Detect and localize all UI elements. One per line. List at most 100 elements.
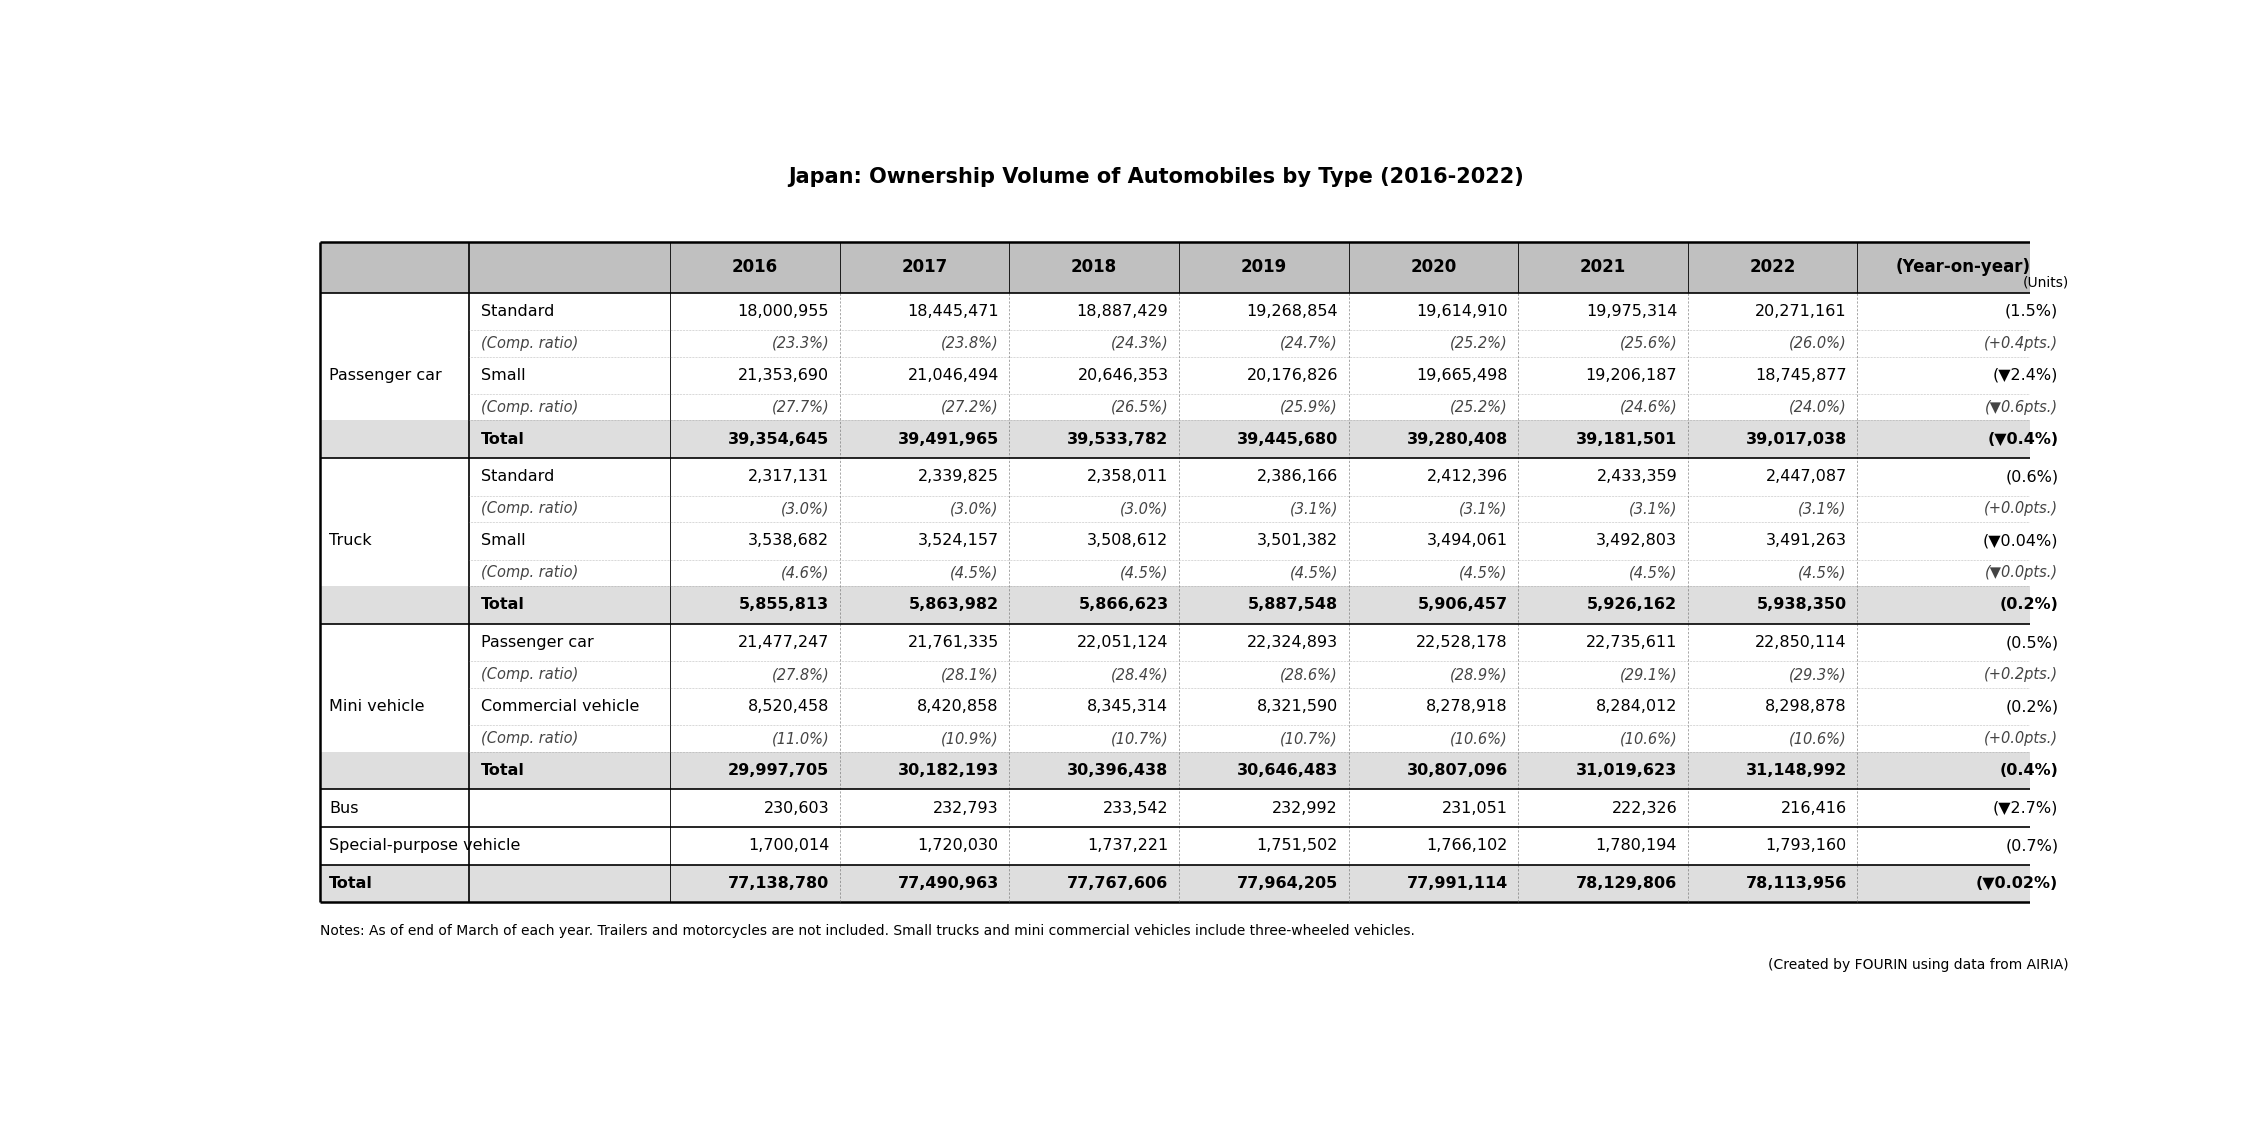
Text: 3,491,263: 3,491,263 (1766, 534, 1848, 549)
Text: 30,807,096: 30,807,096 (1405, 764, 1507, 778)
Text: 22,324,893: 22,324,893 (1248, 635, 1338, 650)
Text: 19,614,910: 19,614,910 (1417, 304, 1507, 319)
Text: 2018: 2018 (1072, 258, 1117, 277)
Text: (10.6%): (10.6%) (1451, 731, 1507, 747)
Text: 31,019,623: 31,019,623 (1577, 764, 1676, 778)
Text: (Created by FOURIN using data from AIRIA): (Created by FOURIN using data from AIRIA… (1769, 957, 2069, 972)
Text: 233,542: 233,542 (1103, 801, 1169, 816)
Text: (3.1%): (3.1%) (1798, 502, 1848, 517)
Text: 1,737,221: 1,737,221 (1087, 839, 1169, 854)
Text: Small: Small (481, 368, 526, 382)
Text: (27.2%): (27.2%) (941, 399, 999, 415)
Text: 1,720,030: 1,720,030 (918, 839, 999, 854)
Text: 3,492,803: 3,492,803 (1597, 534, 1676, 549)
Text: 77,991,114: 77,991,114 (1405, 876, 1507, 891)
Text: 31,148,992: 31,148,992 (1746, 764, 1848, 778)
Text: (25.2%): (25.2%) (1451, 399, 1507, 415)
Text: (10.7%): (10.7%) (1281, 731, 1338, 747)
Text: 18,887,429: 18,887,429 (1076, 304, 1169, 319)
Text: 216,416: 216,416 (1780, 801, 1848, 816)
Bar (320, 241, 2069, 292)
Text: 230,603: 230,603 (763, 801, 830, 816)
Text: 21,353,690: 21,353,690 (738, 368, 830, 382)
Text: (25.2%): (25.2%) (1451, 336, 1507, 351)
Text: (23.3%): (23.3%) (772, 336, 830, 351)
Text: Bus: Bus (329, 801, 359, 816)
Text: 29,997,705: 29,997,705 (729, 764, 830, 778)
Text: 5,863,982: 5,863,982 (909, 597, 999, 612)
Text: 3,524,157: 3,524,157 (918, 534, 999, 549)
Text: 232,793: 232,793 (934, 801, 999, 816)
Text: (Comp. ratio): (Comp. ratio) (481, 502, 580, 517)
Text: (▼0.0pts.): (▼0.0pts.) (1985, 566, 2057, 580)
Text: 39,491,965: 39,491,965 (898, 431, 999, 447)
Text: (24.6%): (24.6%) (1620, 399, 1676, 415)
Text: 20,271,161: 20,271,161 (1755, 304, 1848, 319)
Text: (29.3%): (29.3%) (1789, 667, 1848, 682)
Text: (24.3%): (24.3%) (1110, 336, 1169, 351)
Text: Total: Total (329, 876, 372, 891)
Text: Total: Total (481, 764, 526, 778)
Text: (26.5%): (26.5%) (1110, 399, 1169, 415)
Text: (Comp. ratio): (Comp. ratio) (481, 731, 580, 747)
Text: 3,538,682: 3,538,682 (749, 534, 830, 549)
Bar (320, 586, 2069, 624)
Text: 30,646,483: 30,646,483 (1236, 764, 1338, 778)
Text: (29.1%): (29.1%) (1620, 667, 1676, 682)
Text: (26.0%): (26.0%) (1789, 336, 1848, 351)
Text: 22,735,611: 22,735,611 (1586, 635, 1676, 650)
Text: (0.2%): (0.2%) (2006, 699, 2057, 714)
Text: 30,396,438: 30,396,438 (1067, 764, 1169, 778)
Text: 1,780,194: 1,780,194 (1595, 839, 1676, 854)
Text: 77,964,205: 77,964,205 (1236, 876, 1338, 891)
Text: (0.5%): (0.5%) (2006, 635, 2057, 650)
Text: 2,447,087: 2,447,087 (1766, 470, 1848, 485)
Text: 8,284,012: 8,284,012 (1595, 699, 1676, 714)
Text: (23.8%): (23.8%) (941, 336, 999, 351)
Text: 2022: 2022 (1748, 258, 1796, 277)
Text: 78,113,956: 78,113,956 (1746, 876, 1848, 891)
Text: (28.1%): (28.1%) (941, 667, 999, 682)
Text: (4.5%): (4.5%) (1290, 566, 1338, 580)
Text: 19,975,314: 19,975,314 (1586, 304, 1676, 319)
Text: 78,129,806: 78,129,806 (1577, 876, 1676, 891)
Text: (10.9%): (10.9%) (941, 731, 999, 747)
Text: 2,386,166: 2,386,166 (1257, 470, 1338, 485)
Text: (4.5%): (4.5%) (1460, 566, 1507, 580)
Text: (4.5%): (4.5%) (1629, 566, 1676, 580)
Text: 1,793,160: 1,793,160 (1766, 839, 1848, 854)
Text: 39,181,501: 39,181,501 (1577, 431, 1676, 447)
Text: 18,445,471: 18,445,471 (907, 304, 999, 319)
Text: 8,345,314: 8,345,314 (1087, 699, 1169, 714)
Text: 20,646,353: 20,646,353 (1078, 368, 1169, 382)
Text: 5,855,813: 5,855,813 (740, 597, 830, 612)
Text: (28.4%): (28.4%) (1110, 667, 1169, 682)
Text: Total: Total (481, 597, 526, 612)
Text: 3,508,612: 3,508,612 (1087, 534, 1169, 549)
Text: 39,280,408: 39,280,408 (1405, 431, 1507, 447)
Text: (25.9%): (25.9%) (1281, 399, 1338, 415)
Text: (▼0.4%): (▼0.4%) (1988, 431, 2057, 447)
Text: (+0.2pts.): (+0.2pts.) (1985, 667, 2057, 682)
Text: 2,412,396: 2,412,396 (1426, 470, 1507, 485)
Text: 1,700,014: 1,700,014 (749, 839, 830, 854)
Text: 8,520,458: 8,520,458 (749, 699, 830, 714)
Text: 19,268,854: 19,268,854 (1245, 304, 1338, 319)
Text: (0.4%): (0.4%) (1999, 764, 2057, 778)
Text: (+0.4pts.): (+0.4pts.) (1985, 336, 2057, 351)
Text: (24.0%): (24.0%) (1789, 399, 1848, 415)
Text: (27.8%): (27.8%) (772, 667, 830, 682)
Text: 2019: 2019 (1241, 258, 1286, 277)
Text: (1.5%): (1.5%) (2006, 304, 2057, 319)
Text: 8,420,858: 8,420,858 (918, 699, 999, 714)
Text: (Year-on-year): (Year-on-year) (1895, 258, 2030, 277)
Text: Passenger car: Passenger car (481, 635, 593, 650)
Bar (320, 752, 2069, 790)
Text: 19,206,187: 19,206,187 (1586, 368, 1676, 382)
Text: Special-purpose vehicle: Special-purpose vehicle (329, 839, 521, 854)
Text: 39,354,645: 39,354,645 (729, 431, 830, 447)
Text: (Comp. ratio): (Comp. ratio) (481, 667, 580, 682)
Text: (▼0.6pts.): (▼0.6pts.) (1985, 399, 2057, 415)
Text: 18,745,877: 18,745,877 (1755, 368, 1848, 382)
Bar (320, 420, 2069, 459)
